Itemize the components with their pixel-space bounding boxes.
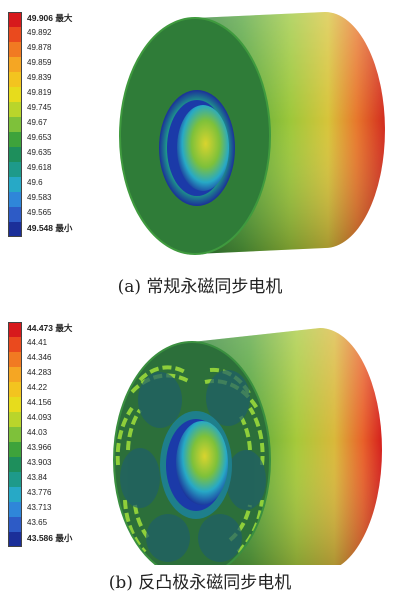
legend-value: 49.618 (27, 163, 52, 172)
legend-value: 49.6 (27, 178, 43, 187)
caption: (a) 常规永磁同步电机 (117, 277, 283, 297)
legend-value: 43.903 (27, 458, 52, 467)
legend-entry: 49.548 最小 (8, 222, 118, 237)
legend-swatch (8, 397, 22, 412)
legend-entry: 43.776 (8, 487, 118, 502)
legend-swatch (8, 412, 22, 427)
legend-entry: 49.906 最大 (8, 12, 118, 27)
legend-entry: 44.283 (8, 367, 118, 382)
legend-entry: 49.653 (8, 132, 118, 147)
legend-swatch (8, 502, 22, 517)
legend-entry: 49.618 (8, 162, 118, 177)
legend-swatch (8, 222, 22, 237)
legend-value: 44.283 (27, 368, 52, 377)
panel-reverse-salient-pmsm: 44.473 最大 44.41 44.346 44.283 44.22 44.156 44.… (0, 300, 400, 600)
legend-entry: 49.819 (8, 87, 118, 102)
legend-value: 49.565 (27, 208, 52, 217)
legend-swatch (8, 117, 22, 132)
legend-value: 49.548 最小 (27, 223, 73, 233)
legend-entry: 44.473 最大 (8, 322, 118, 337)
legend-entry: 49.635 (8, 147, 118, 162)
legend-entry: 43.84 (8, 472, 118, 487)
legend-entry: 44.41 (8, 337, 118, 352)
legend-value: 43.966 (27, 443, 52, 452)
color-legend: 44.473 最大 44.41 44.346 44.283 44.22 44.156 44.… (8, 322, 118, 547)
legend-entry: 49.67 (8, 117, 118, 132)
legend-entry: 49.6 (8, 177, 118, 192)
legend-value: 43.586 最小 (27, 533, 73, 543)
legend-swatch (8, 57, 22, 72)
legend-entry: 43.966 (8, 442, 118, 457)
legend-value: 43.84 (27, 473, 48, 482)
legend-value: 49.635 (27, 148, 52, 157)
legend-value: 49.653 (27, 133, 52, 142)
legend-entry: 44.22 (8, 382, 118, 397)
legend-value: 44.093 (27, 413, 52, 422)
legend-entry: 49.565 (8, 207, 118, 222)
legend-swatch (8, 147, 22, 162)
legend-entry: 44.093 (8, 412, 118, 427)
panel-conventional-pmsm: 49.906 最大 49.892 49.878 49.859 49.839 49.819 4… (8, 12, 385, 297)
legend-swatch (8, 42, 22, 57)
legend-swatch (8, 12, 22, 27)
legend-swatch (8, 132, 22, 147)
legend-entry: 49.839 (8, 72, 118, 87)
motor-thermal-render (113, 328, 382, 565)
legend-entry: 49.745 (8, 102, 118, 117)
motor-thermal-render (119, 12, 385, 255)
legend-value: 43.713 (27, 503, 52, 512)
legend-value: 44.03 (27, 428, 48, 437)
legend-value: 49.859 (27, 58, 52, 67)
legend-value: 49.819 (27, 88, 52, 97)
legend-value: 49.67 (27, 118, 48, 127)
legend-value: 49.583 (27, 193, 52, 202)
legend-value: 44.22 (27, 383, 48, 392)
legend-entry: 49.892 (8, 27, 118, 42)
legend-value: 44.346 (27, 353, 52, 362)
legend-value: 44.156 (27, 398, 52, 407)
legend-swatch (8, 382, 22, 397)
legend-entry: 49.878 (8, 42, 118, 57)
legend-swatch (8, 487, 22, 502)
legend-swatch (8, 207, 22, 222)
legend-entry: 44.156 (8, 397, 118, 412)
legend-swatch (8, 322, 22, 337)
legend-value: 49.839 (27, 73, 52, 82)
legend-entry: 44.346 (8, 352, 118, 367)
legend-swatch (8, 472, 22, 487)
legend-swatch (8, 442, 22, 457)
legend-value: 43.65 (27, 518, 48, 527)
legend-swatch (8, 162, 22, 177)
legend-swatch (8, 517, 22, 532)
legend-swatch (8, 72, 22, 87)
legend-value: 49.745 (27, 103, 52, 112)
legend-swatch (8, 87, 22, 102)
legend-swatch (8, 102, 22, 117)
legend-swatch (8, 457, 22, 472)
legend-swatch (8, 352, 22, 367)
legend-entry: 43.713 (8, 502, 118, 517)
legend-entry: 43.903 (8, 457, 118, 472)
legend-entry: 49.583 (8, 192, 118, 207)
legend-entry: 43.586 最小 (8, 532, 118, 547)
legend-entry: 44.03 (8, 427, 118, 442)
legend-value: 43.776 (27, 488, 52, 497)
legend-swatch (8, 177, 22, 192)
legend-value: 49.892 (27, 28, 52, 37)
legend-swatch (8, 427, 22, 442)
legend-value: 44.473 最大 (27, 323, 73, 333)
legend-value: 49.878 (27, 43, 52, 52)
caption: (b) 反凸极永磁同步电机 (108, 573, 292, 593)
legend-entry: 49.859 (8, 57, 118, 72)
legend-swatch (8, 367, 22, 382)
legend-swatch (8, 337, 22, 352)
legend-entry: 43.65 (8, 517, 118, 532)
legend-swatch (8, 532, 22, 547)
legend-value: 44.41 (27, 338, 48, 347)
legend-swatch (8, 27, 22, 42)
legend-value: 49.906 最大 (27, 13, 73, 23)
legend-swatch (8, 192, 22, 207)
color-legend: 49.906 最大 49.892 49.878 49.859 49.839 49.819 4… (8, 12, 118, 237)
